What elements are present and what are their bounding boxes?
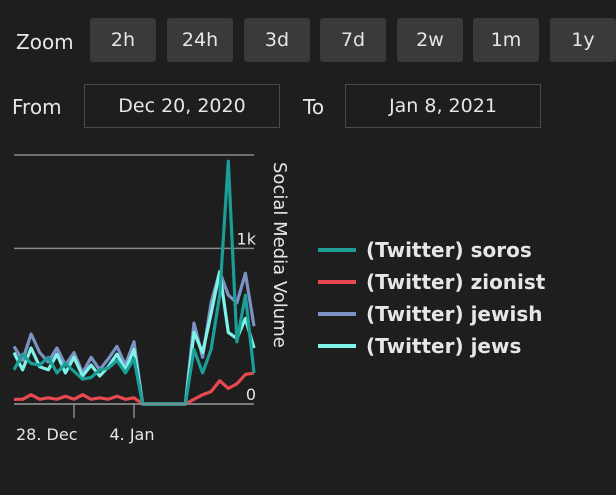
zoom-selector: Zoom 2h 24h 3d 7d 2w 1m 1y: [0, 18, 616, 62]
zoom-3d-button[interactable]: 3d: [244, 18, 310, 62]
legend-label: (Twitter) jewish: [366, 302, 542, 326]
zoom-24h-button[interactable]: 24h: [167, 18, 233, 62]
y-tick-label: 1k: [237, 229, 257, 248]
from-label: From: [12, 95, 62, 119]
to-date-input[interactable]: Jan 8, 2021: [345, 84, 541, 128]
zoom-1y-button[interactable]: 1y: [550, 18, 616, 62]
legend-label: (Twitter) jews: [366, 334, 521, 358]
series-line: [12, 270, 256, 406]
legend-label: (Twitter) soros: [366, 238, 532, 262]
date-range-selector: From Dec 20, 2020 To Jan 8, 2021: [0, 84, 616, 130]
chart-series: [12, 159, 256, 406]
from-date-input[interactable]: Dec 20, 2020: [84, 84, 280, 128]
social-volume-chart: 0 1k 28. Dec 4. Jan Social Media Volume (T…: [12, 154, 546, 444]
y-axis-title: Social Media Volume: [269, 162, 290, 348]
series-line: [12, 159, 256, 406]
zoom-1m-button[interactable]: 1m: [473, 18, 539, 62]
series-line: [14, 371, 255, 406]
zoom-2w-button[interactable]: 2w: [397, 18, 463, 62]
zoom-2h-button[interactable]: 2h: [90, 18, 156, 62]
to-label: To: [303, 95, 325, 119]
legend-label: (Twitter) zionist: [366, 270, 546, 294]
y-tick-label: 0: [246, 385, 256, 404]
y-axis-labels: 0 1k: [237, 229, 257, 404]
zoom-label: Zoom: [16, 30, 74, 54]
chart-legend: (Twitter) soros (Twitter) zionist (Twitter…: [318, 238, 546, 358]
x-tick-label: 4. Jan: [109, 425, 154, 444]
x-tick-label: 28. Dec: [16, 425, 78, 444]
zoom-7d-button[interactable]: 7d: [320, 18, 386, 62]
x-axis: 28. Dec 4. Jan: [14, 403, 254, 444]
